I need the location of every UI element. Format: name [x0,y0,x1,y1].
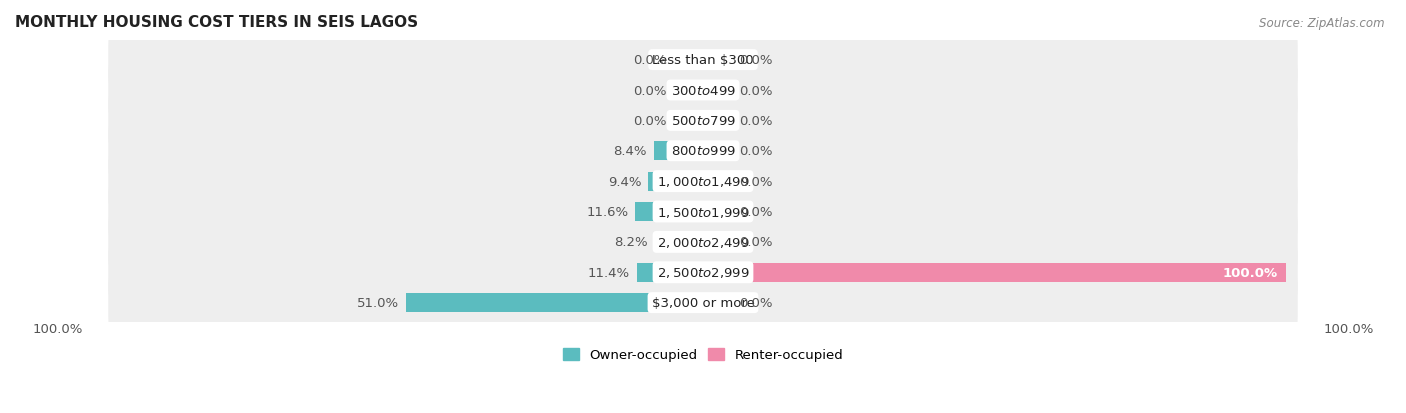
Text: Source: ZipAtlas.com: Source: ZipAtlas.com [1260,17,1385,29]
Text: 0.0%: 0.0% [633,114,666,128]
Text: 0.0%: 0.0% [740,175,773,188]
Bar [703,203,733,221]
Text: 0.0%: 0.0% [740,236,773,249]
Text: $1,500 to $1,999: $1,500 to $1,999 [657,205,749,219]
FancyBboxPatch shape [108,274,1298,332]
Text: 100.0%: 100.0% [1323,323,1374,336]
Bar [655,233,703,252]
Text: $2,000 to $2,499: $2,000 to $2,499 [657,235,749,249]
Bar [637,263,703,282]
Bar [406,294,703,312]
Text: $2,500 to $2,999: $2,500 to $2,999 [657,266,749,280]
Bar [673,51,703,70]
Text: $1,000 to $1,499: $1,000 to $1,499 [657,175,749,189]
Bar [648,172,703,191]
FancyBboxPatch shape [108,31,1298,90]
Text: $3,000 or more: $3,000 or more [651,297,755,309]
Text: $500 to $799: $500 to $799 [671,114,735,128]
Text: 0.0%: 0.0% [740,297,773,309]
Text: 11.4%: 11.4% [588,266,630,279]
Bar [703,172,733,191]
Text: 100.0%: 100.0% [1222,266,1277,279]
Text: MONTHLY HOUSING COST TIERS IN SEIS LAGOS: MONTHLY HOUSING COST TIERS IN SEIS LAGOS [15,15,418,30]
Text: $300 to $499: $300 to $499 [671,84,735,97]
Text: 0.0%: 0.0% [740,206,773,218]
Bar [636,203,703,221]
Text: 0.0%: 0.0% [633,84,666,97]
Text: 51.0%: 51.0% [357,297,399,309]
FancyBboxPatch shape [108,62,1298,120]
Bar [703,112,733,131]
Text: 8.4%: 8.4% [613,145,647,158]
FancyBboxPatch shape [108,183,1298,241]
Bar [703,263,1286,282]
FancyBboxPatch shape [108,244,1298,301]
Bar [654,142,703,161]
Bar [703,294,733,312]
Text: 0.0%: 0.0% [740,84,773,97]
Bar [703,142,733,161]
Text: 8.2%: 8.2% [614,236,648,249]
Bar [703,51,733,70]
Legend: Owner-occupied, Renter-occupied: Owner-occupied, Renter-occupied [558,343,848,367]
Bar [673,112,703,131]
Text: 0.0%: 0.0% [740,114,773,128]
FancyBboxPatch shape [108,92,1298,150]
Text: 0.0%: 0.0% [740,145,773,158]
Text: 0.0%: 0.0% [633,54,666,67]
Text: 100.0%: 100.0% [32,323,83,336]
FancyBboxPatch shape [108,152,1298,211]
FancyBboxPatch shape [108,122,1298,180]
Text: 0.0%: 0.0% [740,54,773,67]
Text: $800 to $999: $800 to $999 [671,145,735,158]
Text: 11.6%: 11.6% [586,206,628,218]
Bar [703,233,733,252]
Bar [703,81,733,100]
Bar [673,81,703,100]
FancyBboxPatch shape [108,213,1298,271]
Text: Less than $300: Less than $300 [652,54,754,67]
Text: 9.4%: 9.4% [607,175,641,188]
